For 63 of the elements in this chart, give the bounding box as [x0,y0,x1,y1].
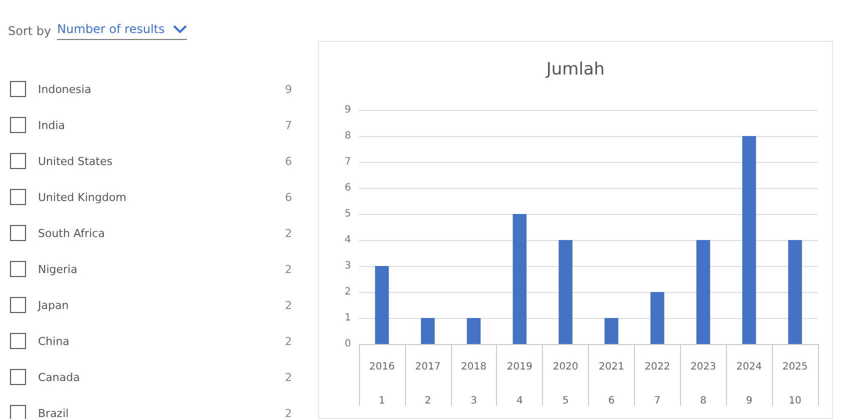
y-tick-label: 5 [344,208,351,220]
category-label: Indonesia [38,82,92,96]
bar [696,240,710,344]
bar [604,318,618,344]
y-tick-label: 0 [344,338,351,350]
bar [375,266,389,344]
bar [788,240,802,344]
category-label: Canada [38,370,81,384]
bar [650,292,664,344]
category-label: Brazil [38,406,70,419]
text: Number of results [57,22,187,40]
data-label: 2 [285,334,292,348]
y-tick-label: 6 [344,182,351,194]
category-label: Nigeria [38,262,78,276]
y-tick-label: 8 [344,130,351,142]
category-label: China [38,334,70,348]
x-tick-label: 2022 [644,362,670,372]
bar [558,240,572,344]
x-tick-label: 2023 [690,362,716,372]
chart-title: Jumlah [545,60,605,80]
text: 7 [654,396,661,406]
y-tick-label: 4 [344,234,351,246]
category-label: United States [38,154,114,168]
category-label: United Kingdom [38,190,128,204]
data-label: 6 [285,190,292,204]
x-tick-label: 2018 [461,362,486,372]
bar [420,318,435,344]
y-tick-label: 2 [344,286,351,298]
x-tick-label: 2021 [598,362,624,372]
data-label: 2 [285,298,292,312]
text: Sort by [8,24,52,38]
data-label: 9 [285,82,292,96]
bar [512,214,527,344]
category-label: Japan [38,298,70,312]
data-label: 6 [285,154,292,168]
x-tick-label: 2020 [552,362,578,372]
text: 5 [562,396,569,406]
text: 3 [470,396,477,406]
data-label: 2 [285,226,292,240]
data-label: 2 [285,370,292,384]
y-tick-label: 3 [344,260,351,272]
y-tick-label: 9 [344,104,351,116]
y-tick-label: 1 [344,312,351,324]
y-tick-label: 7 [344,156,351,168]
text: 4 [516,396,523,406]
data-label: 7 [285,118,292,132]
data-label: 2 [285,262,292,276]
bar [466,318,481,344]
category-label: South Africa [38,226,106,240]
data-label: 2 [285,406,292,419]
x-tick-label: 2025 [782,362,808,372]
text: 10 [788,396,802,406]
text: 6 [608,396,615,406]
category-label: India [38,118,66,132]
text: 9 [746,396,752,406]
x-tick-label: 2019 [506,362,532,372]
text: 8 [700,396,706,406]
text: 1 [378,396,386,406]
x-tick-label: 2017 [415,362,441,372]
x-tick-label: 2016 [369,362,395,372]
x-tick-label: 2024 [736,362,762,372]
bar [742,136,756,344]
text: 2 [424,396,432,406]
